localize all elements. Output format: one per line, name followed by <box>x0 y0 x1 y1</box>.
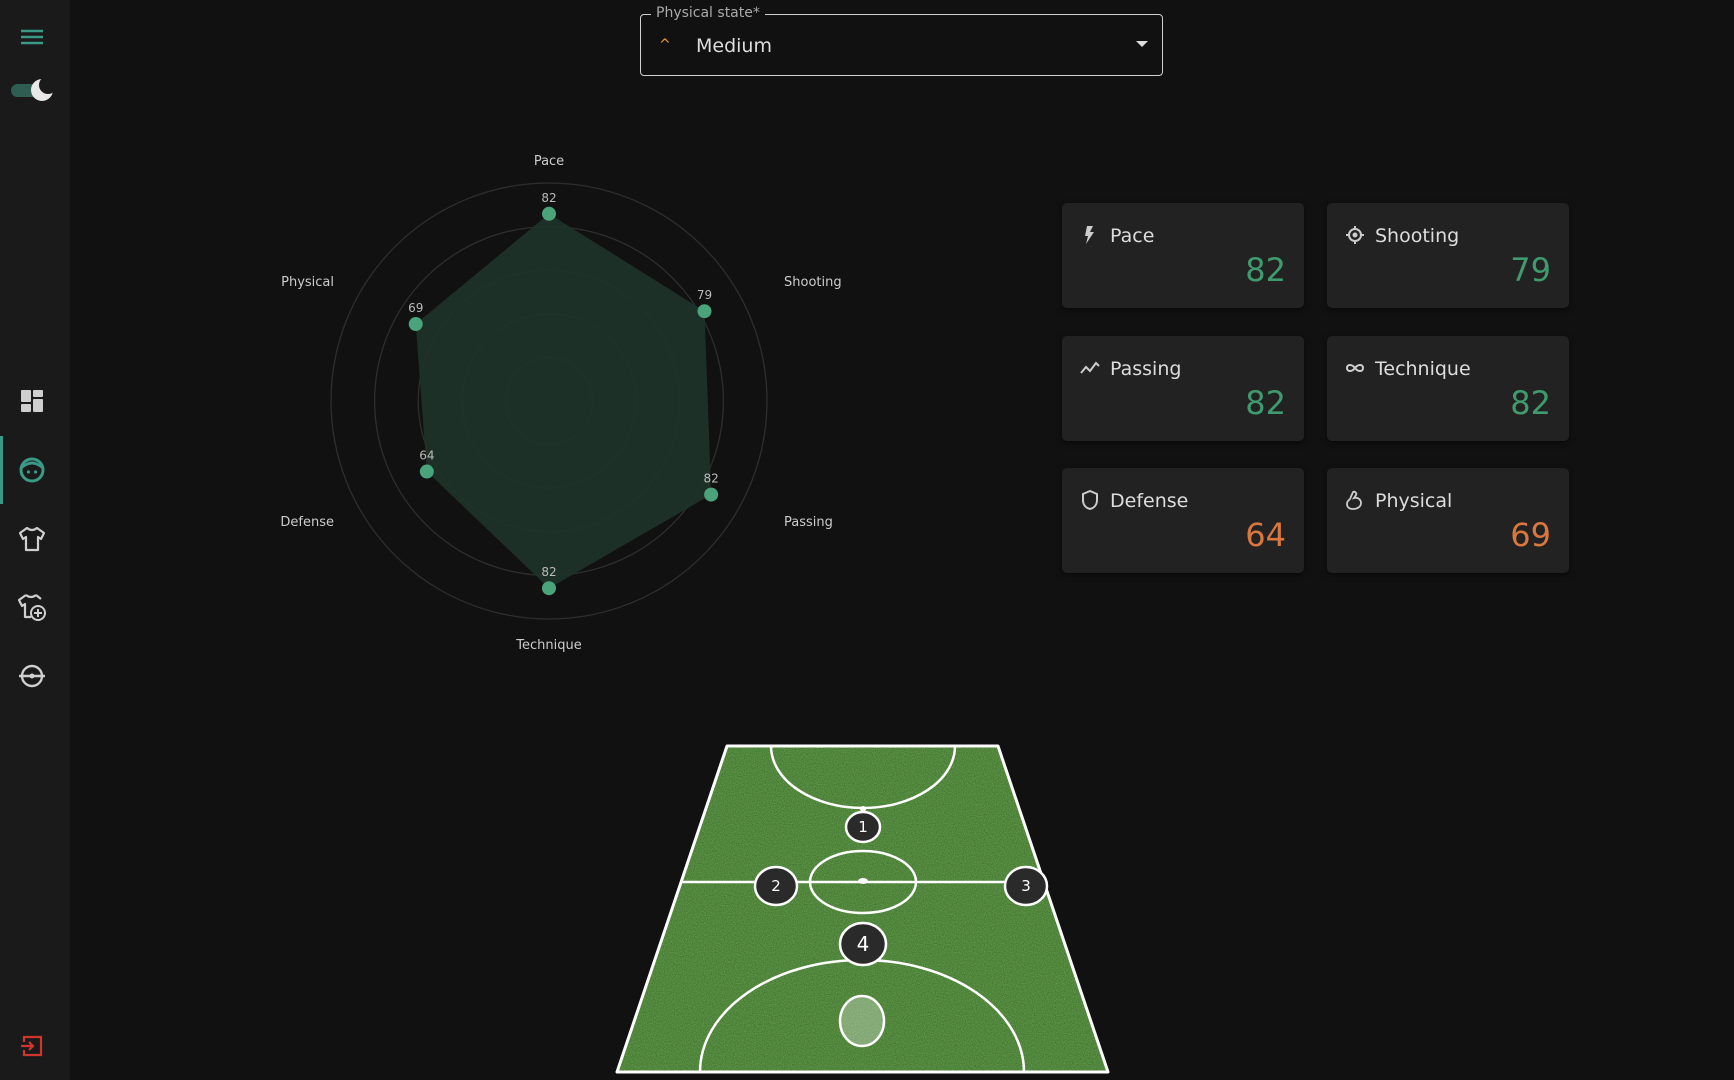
dashboard-icon <box>21 390 43 412</box>
bolt-icon <box>1085 226 1094 244</box>
radar-value-label: 82 <box>541 565 556 579</box>
infinity-icon <box>1345 364 1365 372</box>
radar-value-label: 82 <box>703 472 718 486</box>
stat-label: Pace <box>1110 225 1155 247</box>
player-face-icon <box>19 457 45 483</box>
sidebar-item-shirt[interactable] <box>17 524 47 554</box>
player-number: 2 <box>771 877 781 895</box>
sidebar-item-add-shirt[interactable] <box>17 592 47 622</box>
stat-label: Passing <box>1110 358 1182 380</box>
circle-minus-icon <box>19 664 45 688</box>
stat-value: 82 <box>1510 384 1551 422</box>
stat-value: 82 <box>1245 384 1286 422</box>
stat-card-pace: Pace 82 <box>1062 203 1304 308</box>
physical-state-value: Medium <box>696 35 772 57</box>
radar-axis-label: Technique <box>515 638 581 653</box>
menu-icon[interactable] <box>17 22 47 52</box>
radar-point <box>408 317 423 332</box>
stat-label: Technique <box>1375 358 1471 380</box>
sidebar-item-dashboard[interactable] <box>17 386 47 416</box>
sidebar-item-ball[interactable] <box>17 661 47 691</box>
radar-axis-label: Shooting <box>784 275 842 290</box>
muscle-icon <box>1346 490 1362 510</box>
stat-value: 79 <box>1510 251 1551 289</box>
radar-axis-label: Passing <box>784 515 833 530</box>
radar-axis-label: Defense <box>280 515 334 530</box>
stat-value: 69 <box>1510 516 1551 554</box>
radar-point <box>542 206 556 221</box>
radar-chart: 82 Pace 79 Shooting 82 Passing 82 Technique 64 De… <box>280 154 842 653</box>
physical-state-label: Physical state* <box>651 5 765 21</box>
goalkeeper-spot[interactable] <box>838 994 886 1048</box>
stat-card-physical: Physical 69 <box>1327 468 1569 573</box>
stat-card-shooting: Shooting 79 <box>1327 203 1569 308</box>
shield-icon <box>1082 490 1098 510</box>
player-number: 4 <box>857 932 870 956</box>
radar-axis-label: Physical <box>281 275 334 290</box>
stat-card-technique: Technique 82 <box>1327 336 1569 441</box>
player-marker[interactable] <box>844 810 882 844</box>
theme-toggle[interactable] <box>10 75 58 105</box>
radar-value-label: 82 <box>541 191 556 205</box>
dropdown-arrow-icon[interactable] <box>1136 41 1148 47</box>
active-indicator <box>0 436 3 504</box>
stat-label: Physical <box>1375 490 1453 512</box>
logout-icon <box>21 1035 43 1057</box>
radar-point <box>419 464 434 479</box>
shirt-icon <box>18 526 46 552</box>
radar-axis-label: Pace <box>534 154 564 169</box>
radar-value-label: 64 <box>419 449 434 463</box>
physical-state-select[interactable]: Physical state* ^ Medium <box>640 5 1163 76</box>
player-number: 3 <box>1021 877 1031 895</box>
sidebar <box>0 0 70 1080</box>
chevron-up-icon: ^ <box>659 37 671 53</box>
radar-value-label: 69 <box>408 301 423 315</box>
radar-point <box>542 581 556 596</box>
trend-icon <box>1080 361 1100 374</box>
target-icon <box>1346 226 1364 244</box>
logout-button[interactable] <box>17 1031 47 1061</box>
stat-card-defense: Defense 64 <box>1062 468 1304 573</box>
radar-point <box>697 304 712 319</box>
player-marker[interactable] <box>838 921 888 967</box>
stat-label: Shooting <box>1375 225 1460 247</box>
radar-grid-ring <box>330 182 768 620</box>
sidebar-item-player[interactable] <box>17 455 47 485</box>
stat-value: 64 <box>1245 516 1286 554</box>
moon-icon <box>11 76 57 101</box>
player-number: 1 <box>858 818 868 836</box>
stat-card-passing: Passing 82 <box>1062 336 1304 441</box>
radar-area <box>415 213 712 589</box>
radar-value-label: 79 <box>697 288 712 302</box>
stat-value: 82 <box>1245 251 1286 289</box>
stat-label: Defense <box>1110 490 1189 512</box>
shirt-add-icon <box>17 594 46 621</box>
player-marker[interactable] <box>1003 865 1049 907</box>
radar-point <box>704 487 719 502</box>
player-marker[interactable] <box>753 865 799 907</box>
